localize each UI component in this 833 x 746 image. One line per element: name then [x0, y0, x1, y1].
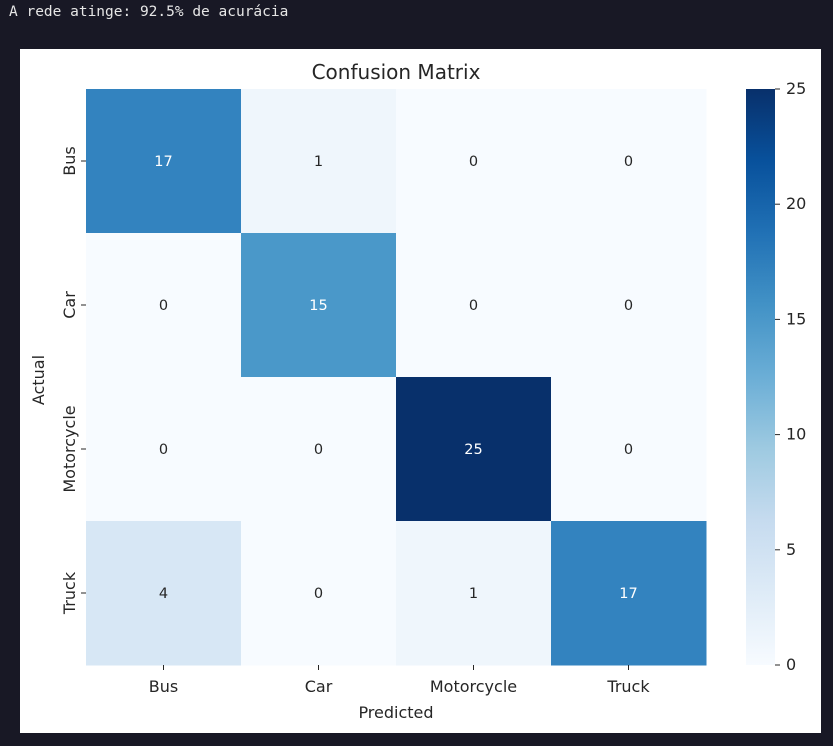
heatmap-cell [241, 233, 397, 378]
heatmap-cell [396, 89, 552, 234]
cell-value-label: 15 [309, 298, 327, 314]
heatmap-cell [86, 521, 242, 666]
cell-value-label: 0 [159, 442, 168, 458]
x-tick-label: Truck [606, 677, 650, 696]
heatmap-cell [396, 521, 552, 666]
output-text: A rede atinge: 92.5% de acurácia [9, 4, 289, 20]
cell-value-label: 0 [624, 442, 633, 458]
heatmap-cell [551, 521, 707, 666]
x-tick-label: Car [305, 677, 333, 696]
heatmap-cell [86, 233, 242, 378]
x-axis: Bus Car Motorcycle Truck [149, 665, 650, 696]
heatmap-cell [86, 377, 242, 522]
heatmap-cell [241, 377, 397, 522]
x-tick-label: Bus [149, 677, 178, 696]
cell-value-label: 1 [314, 154, 323, 170]
colorbar-ticks: 0 5 10 15 20 25 [775, 79, 806, 674]
y-tick-label: Car [60, 291, 79, 319]
cell-value-label: 1 [469, 586, 478, 602]
chart-title: Confusion Matrix [312, 60, 481, 84]
y-tick-label: Bus [60, 146, 79, 175]
colorbar-tick-label: 15 [786, 309, 806, 328]
heatmap-cell [551, 89, 707, 234]
heatmap-cell [241, 89, 397, 234]
heatmap-cells: 17 1 0 0 0 15 0 0 0 0 25 0 4 0 1 17 [86, 89, 707, 666]
y-tick-label: Motorcycle [60, 405, 79, 492]
heatmap-cell [551, 377, 707, 522]
heatmap-cell [86, 89, 242, 234]
y-tick-label: Truck [60, 571, 79, 615]
heatmap-cell [241, 521, 397, 666]
y-axis: Bus Car Motorcycle Truck [60, 146, 86, 615]
y-axis-label: Actual [29, 355, 48, 405]
colorbar-tick-label: 20 [786, 194, 806, 213]
colorbar-tick-label: 10 [786, 425, 806, 444]
cell-value-label: 25 [464, 442, 482, 458]
colorbar-tick-label: 0 [786, 655, 796, 674]
cell-value-label: 0 [469, 298, 478, 314]
colorbar [746, 89, 775, 665]
cell-value-label: 4 [159, 586, 168, 602]
cell-value-label: 0 [314, 586, 323, 602]
x-axis-label: Predicted [358, 703, 433, 722]
colorbar-tick-label: 5 [786, 540, 796, 559]
heatmap-cell [551, 233, 707, 378]
cell-value-label: 0 [159, 298, 168, 314]
heatmap-cell [396, 377, 552, 522]
cell-value-label: 0 [469, 154, 478, 170]
cell-value-label: 0 [624, 154, 633, 170]
confusion-matrix-chart: Confusion Matrix 17 1 0 00 15 0 00 0 25 04 0 1 17 Bu… [29, 60, 806, 722]
colorbar-tick-label: 25 [786, 79, 806, 98]
x-tick-label: Motorcycle [430, 677, 517, 696]
cell-value-label: 0 [624, 298, 633, 314]
cell-value-label: 17 [154, 154, 172, 170]
cell-value-label: 17 [619, 586, 637, 602]
chart-figure: Confusion Matrix 17 1 0 0 0 15 0 0 0 0 25 0 4 0 1 17 Bu… [20, 49, 821, 733]
cell-value-label: 0 [314, 442, 323, 458]
heatmap-cell [396, 233, 552, 378]
